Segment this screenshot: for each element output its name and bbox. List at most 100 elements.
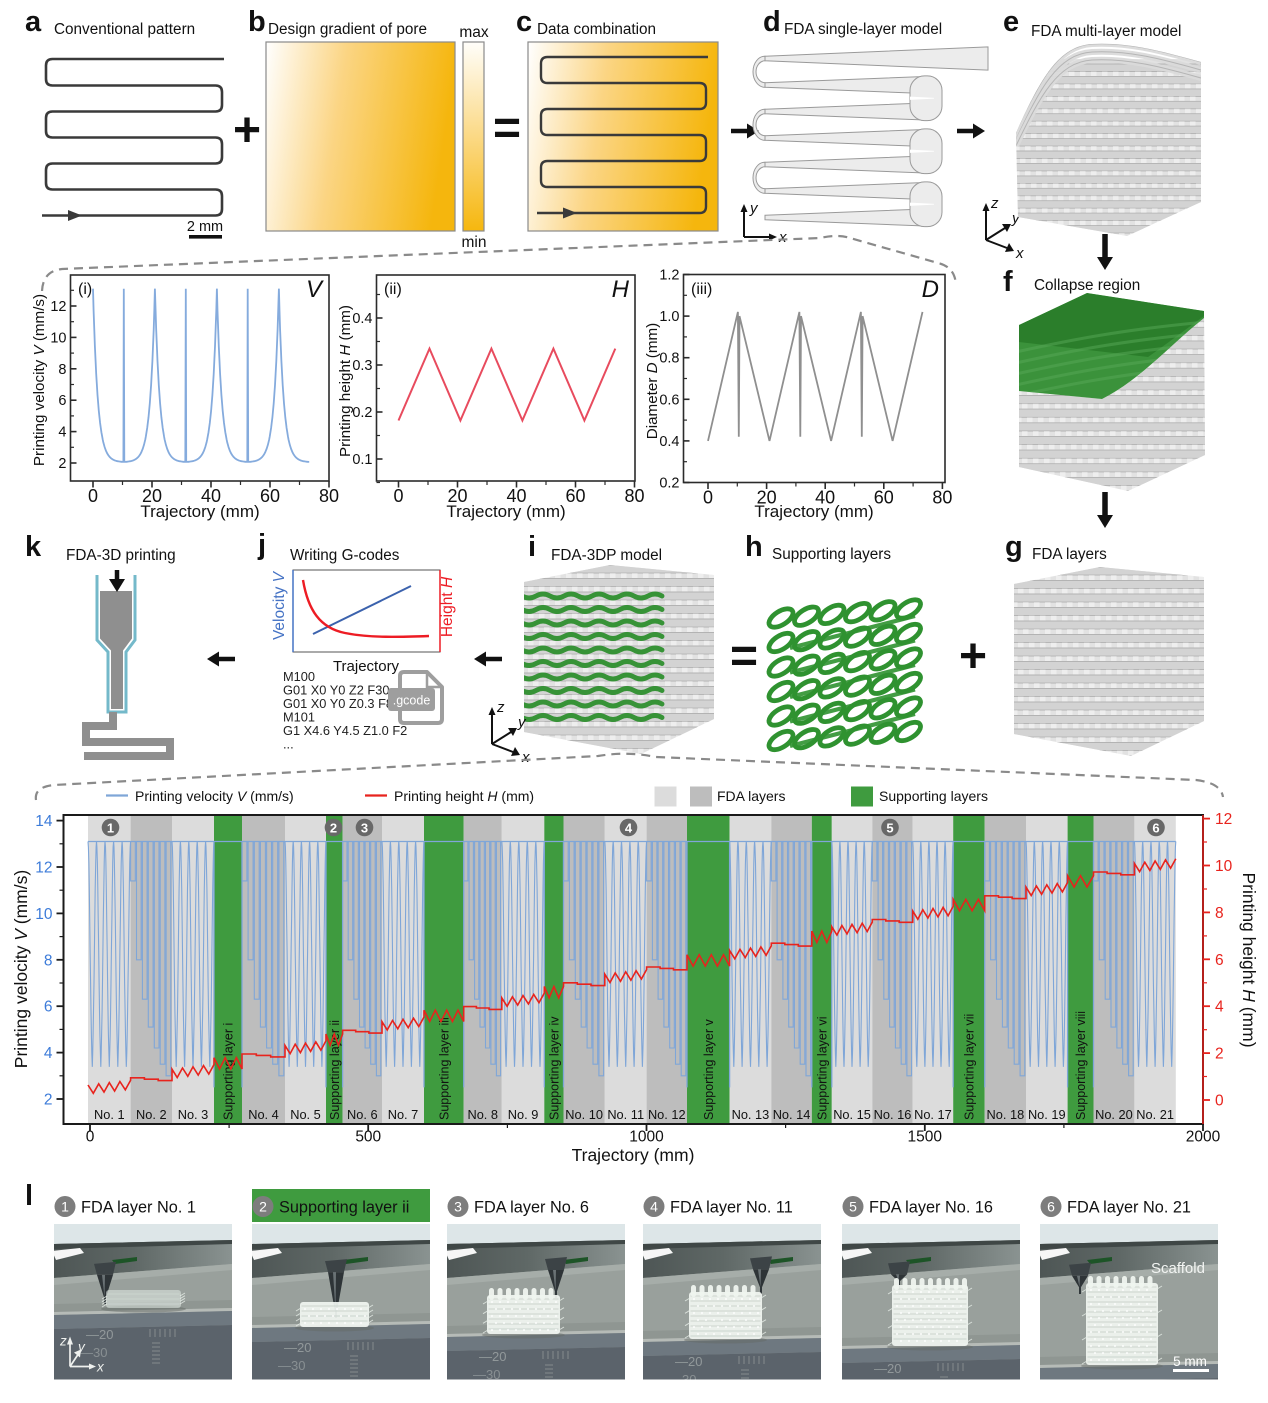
svg-text:10: 10	[1215, 858, 1233, 875]
svg-text:2: 2	[259, 1199, 267, 1215]
svg-text:Printing velocity V (mm/s): Printing velocity V (mm/s)	[135, 788, 294, 804]
svg-text:h: h	[745, 531, 763, 563]
svg-text:0: 0	[88, 486, 98, 506]
svg-text:20: 20	[142, 486, 162, 506]
svg-text:Data combination: Data combination	[537, 21, 656, 38]
svg-text:No. 9: No. 9	[508, 1107, 539, 1122]
svg-text:0.8: 0.8	[659, 351, 679, 367]
svg-text:No. 11: No. 11	[607, 1107, 644, 1122]
svg-text:Trajectory (mm): Trajectory (mm)	[572, 1145, 695, 1165]
svg-text:Diameter D (mm): Diameter D (mm)	[644, 323, 661, 439]
svg-text:+: +	[233, 104, 261, 157]
svg-text:3: 3	[454, 1199, 462, 1215]
svg-text:12: 12	[1215, 811, 1232, 828]
svg-text:FDA layer No. 21: FDA layer No. 21	[1067, 1199, 1191, 1217]
svg-text:Collapse region: Collapse region	[1034, 277, 1140, 294]
svg-text:2: 2	[330, 821, 337, 836]
svg-text:G1 X4.6 Y4.5 Z1.0 F2: G1 X4.6 Y4.5 Z1.0 F2	[283, 723, 407, 738]
svg-text:0.2: 0.2	[352, 405, 372, 421]
svg-text:1: 1	[61, 1199, 69, 1215]
svg-text:=: =	[493, 102, 521, 155]
svg-text:z: z	[59, 1334, 67, 1349]
svg-text:No. 21: No. 21	[1136, 1107, 1174, 1122]
svg-text:No. 15: No. 15	[833, 1107, 871, 1122]
svg-text:y: y	[749, 200, 759, 217]
svg-text:10: 10	[50, 330, 66, 346]
svg-text:No. 12: No. 12	[648, 1107, 686, 1122]
svg-text:No. 13: No. 13	[732, 1107, 770, 1122]
svg-text:b: b	[248, 6, 266, 38]
svg-text:(iii): (iii)	[691, 281, 712, 298]
svg-text:FDA layer No. 16: FDA layer No. 16	[869, 1199, 993, 1217]
svg-text:M100: M100	[283, 669, 315, 684]
svg-text:6: 6	[58, 393, 66, 409]
svg-text:0.1: 0.1	[352, 452, 372, 468]
svg-text:x: x	[521, 749, 530, 766]
svg-text:20: 20	[757, 488, 777, 508]
svg-text:Supporting layer viii: Supporting layer viii	[1074, 1011, 1088, 1120]
svg-text:Supporting layer vii: Supporting layer vii	[962, 1014, 976, 1120]
svg-text:4: 4	[44, 1045, 53, 1062]
svg-text:No. 5: No. 5	[290, 1107, 321, 1122]
svg-text:—20: —20	[1072, 1380, 1099, 1395]
svg-text:2: 2	[44, 1092, 53, 1109]
svg-text:Writing G-codes: Writing G-codes	[290, 547, 400, 564]
svg-text:5: 5	[849, 1199, 857, 1215]
svg-text:—20: —20	[675, 1354, 702, 1369]
svg-text:Supporting layer iii: Supporting layer iii	[437, 1017, 451, 1120]
svg-text:0: 0	[1215, 1093, 1224, 1110]
svg-text:l: l	[25, 1180, 33, 1212]
svg-text:80: 80	[624, 486, 644, 506]
svg-text:Velocity V: Velocity V	[271, 570, 288, 640]
svg-text:—20: —20	[874, 1361, 901, 1376]
svg-text:Supporting layers: Supporting layers	[879, 788, 988, 804]
svg-text:8: 8	[1215, 905, 1224, 922]
svg-text:M101: M101	[283, 710, 315, 725]
svg-text:20: 20	[447, 486, 467, 506]
svg-text:1500: 1500	[908, 1129, 943, 1146]
svg-text:No. 20: No. 20	[1095, 1107, 1133, 1122]
svg-text:5: 5	[886, 821, 893, 836]
svg-text:4: 4	[58, 425, 66, 441]
svg-text:G01 X0 Y0 Z0.3 F8: G01 X0 Y0 Z0.3 F8	[283, 696, 393, 711]
svg-text:d: d	[763, 6, 781, 38]
svg-text:8: 8	[44, 952, 53, 969]
svg-text:40: 40	[201, 486, 221, 506]
svg-text:60: 60	[874, 488, 894, 508]
svg-text:0: 0	[393, 486, 403, 506]
svg-text:c: c	[516, 6, 532, 38]
svg-text:No. 3: No. 3	[178, 1107, 209, 1122]
svg-text:—30: —30	[278, 1358, 305, 1373]
svg-text:Supporting layer vi: Supporting layer vi	[815, 1016, 829, 1120]
svg-text:Printing height H (mm): Printing height H (mm)	[1239, 872, 1259, 1047]
svg-text:FDA-3DP model: FDA-3DP model	[551, 547, 662, 564]
svg-text:1.0: 1.0	[659, 309, 679, 325]
svg-text:z: z	[496, 699, 505, 716]
svg-text:Height H: Height H	[439, 576, 456, 637]
svg-text:12: 12	[50, 299, 66, 315]
svg-text:max: max	[459, 24, 489, 41]
svg-text:—20: —20	[284, 1340, 311, 1355]
svg-text:(ii): (ii)	[384, 281, 402, 298]
svg-text:—30: —30	[1066, 1398, 1093, 1403]
svg-text:6: 6	[1152, 821, 1159, 836]
svg-text:No. 18: No. 18	[986, 1107, 1024, 1122]
svg-text:k: k	[25, 531, 42, 563]
svg-text:x: x	[96, 1360, 105, 1375]
svg-text:0.4: 0.4	[659, 434, 679, 450]
svg-text:2000: 2000	[1186, 1129, 1221, 1146]
svg-text:FDA layer No. 1: FDA layer No. 1	[81, 1199, 196, 1217]
svg-text:x: x	[778, 229, 787, 246]
svg-text:6: 6	[1215, 952, 1224, 969]
svg-text:FDA layers: FDA layers	[717, 788, 785, 804]
svg-text:Supporting layer iv: Supporting layer iv	[547, 1016, 561, 1120]
svg-text:Conventional pattern: Conventional pattern	[54, 21, 195, 38]
svg-text:—30: —30	[669, 1372, 696, 1387]
svg-text:=: =	[730, 630, 758, 683]
svg-text:(i): (i)	[78, 281, 92, 298]
svg-text:a: a	[25, 6, 42, 38]
svg-text:60: 60	[260, 486, 280, 506]
svg-text:80: 80	[319, 486, 339, 506]
svg-text:No. 8: No. 8	[467, 1107, 498, 1122]
svg-text:FDA layer No. 6: FDA layer No. 6	[474, 1199, 589, 1217]
